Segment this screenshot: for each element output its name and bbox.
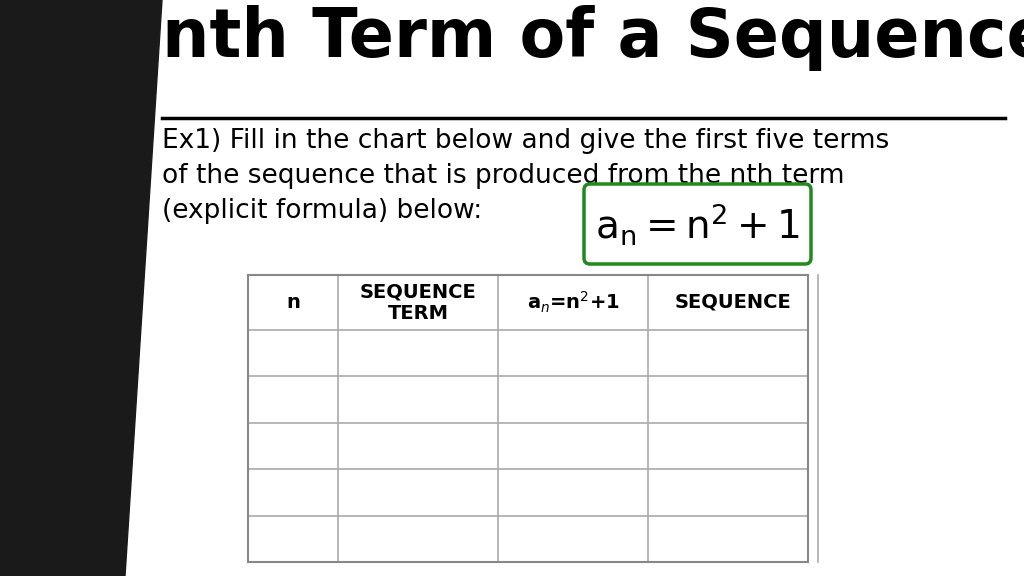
Polygon shape <box>0 0 162 576</box>
Text: $\mathregular{a_n=n^2+1}$: $\mathregular{a_n=n^2+1}$ <box>595 201 800 247</box>
Text: a$_n$=n$^2$+1: a$_n$=n$^2$+1 <box>526 290 620 315</box>
Text: Ex1) Fill in the chart below and give the first five terms
of the sequence that : Ex1) Fill in the chart below and give th… <box>162 128 889 224</box>
Text: SEQUENCE
TERM: SEQUENCE TERM <box>359 282 476 323</box>
Text: nth Term of a Sequence: nth Term of a Sequence <box>162 5 1024 71</box>
Text: SEQUENCE: SEQUENCE <box>675 293 792 312</box>
Text: n: n <box>286 293 300 312</box>
Bar <box>248 275 808 562</box>
FancyBboxPatch shape <box>584 184 811 264</box>
